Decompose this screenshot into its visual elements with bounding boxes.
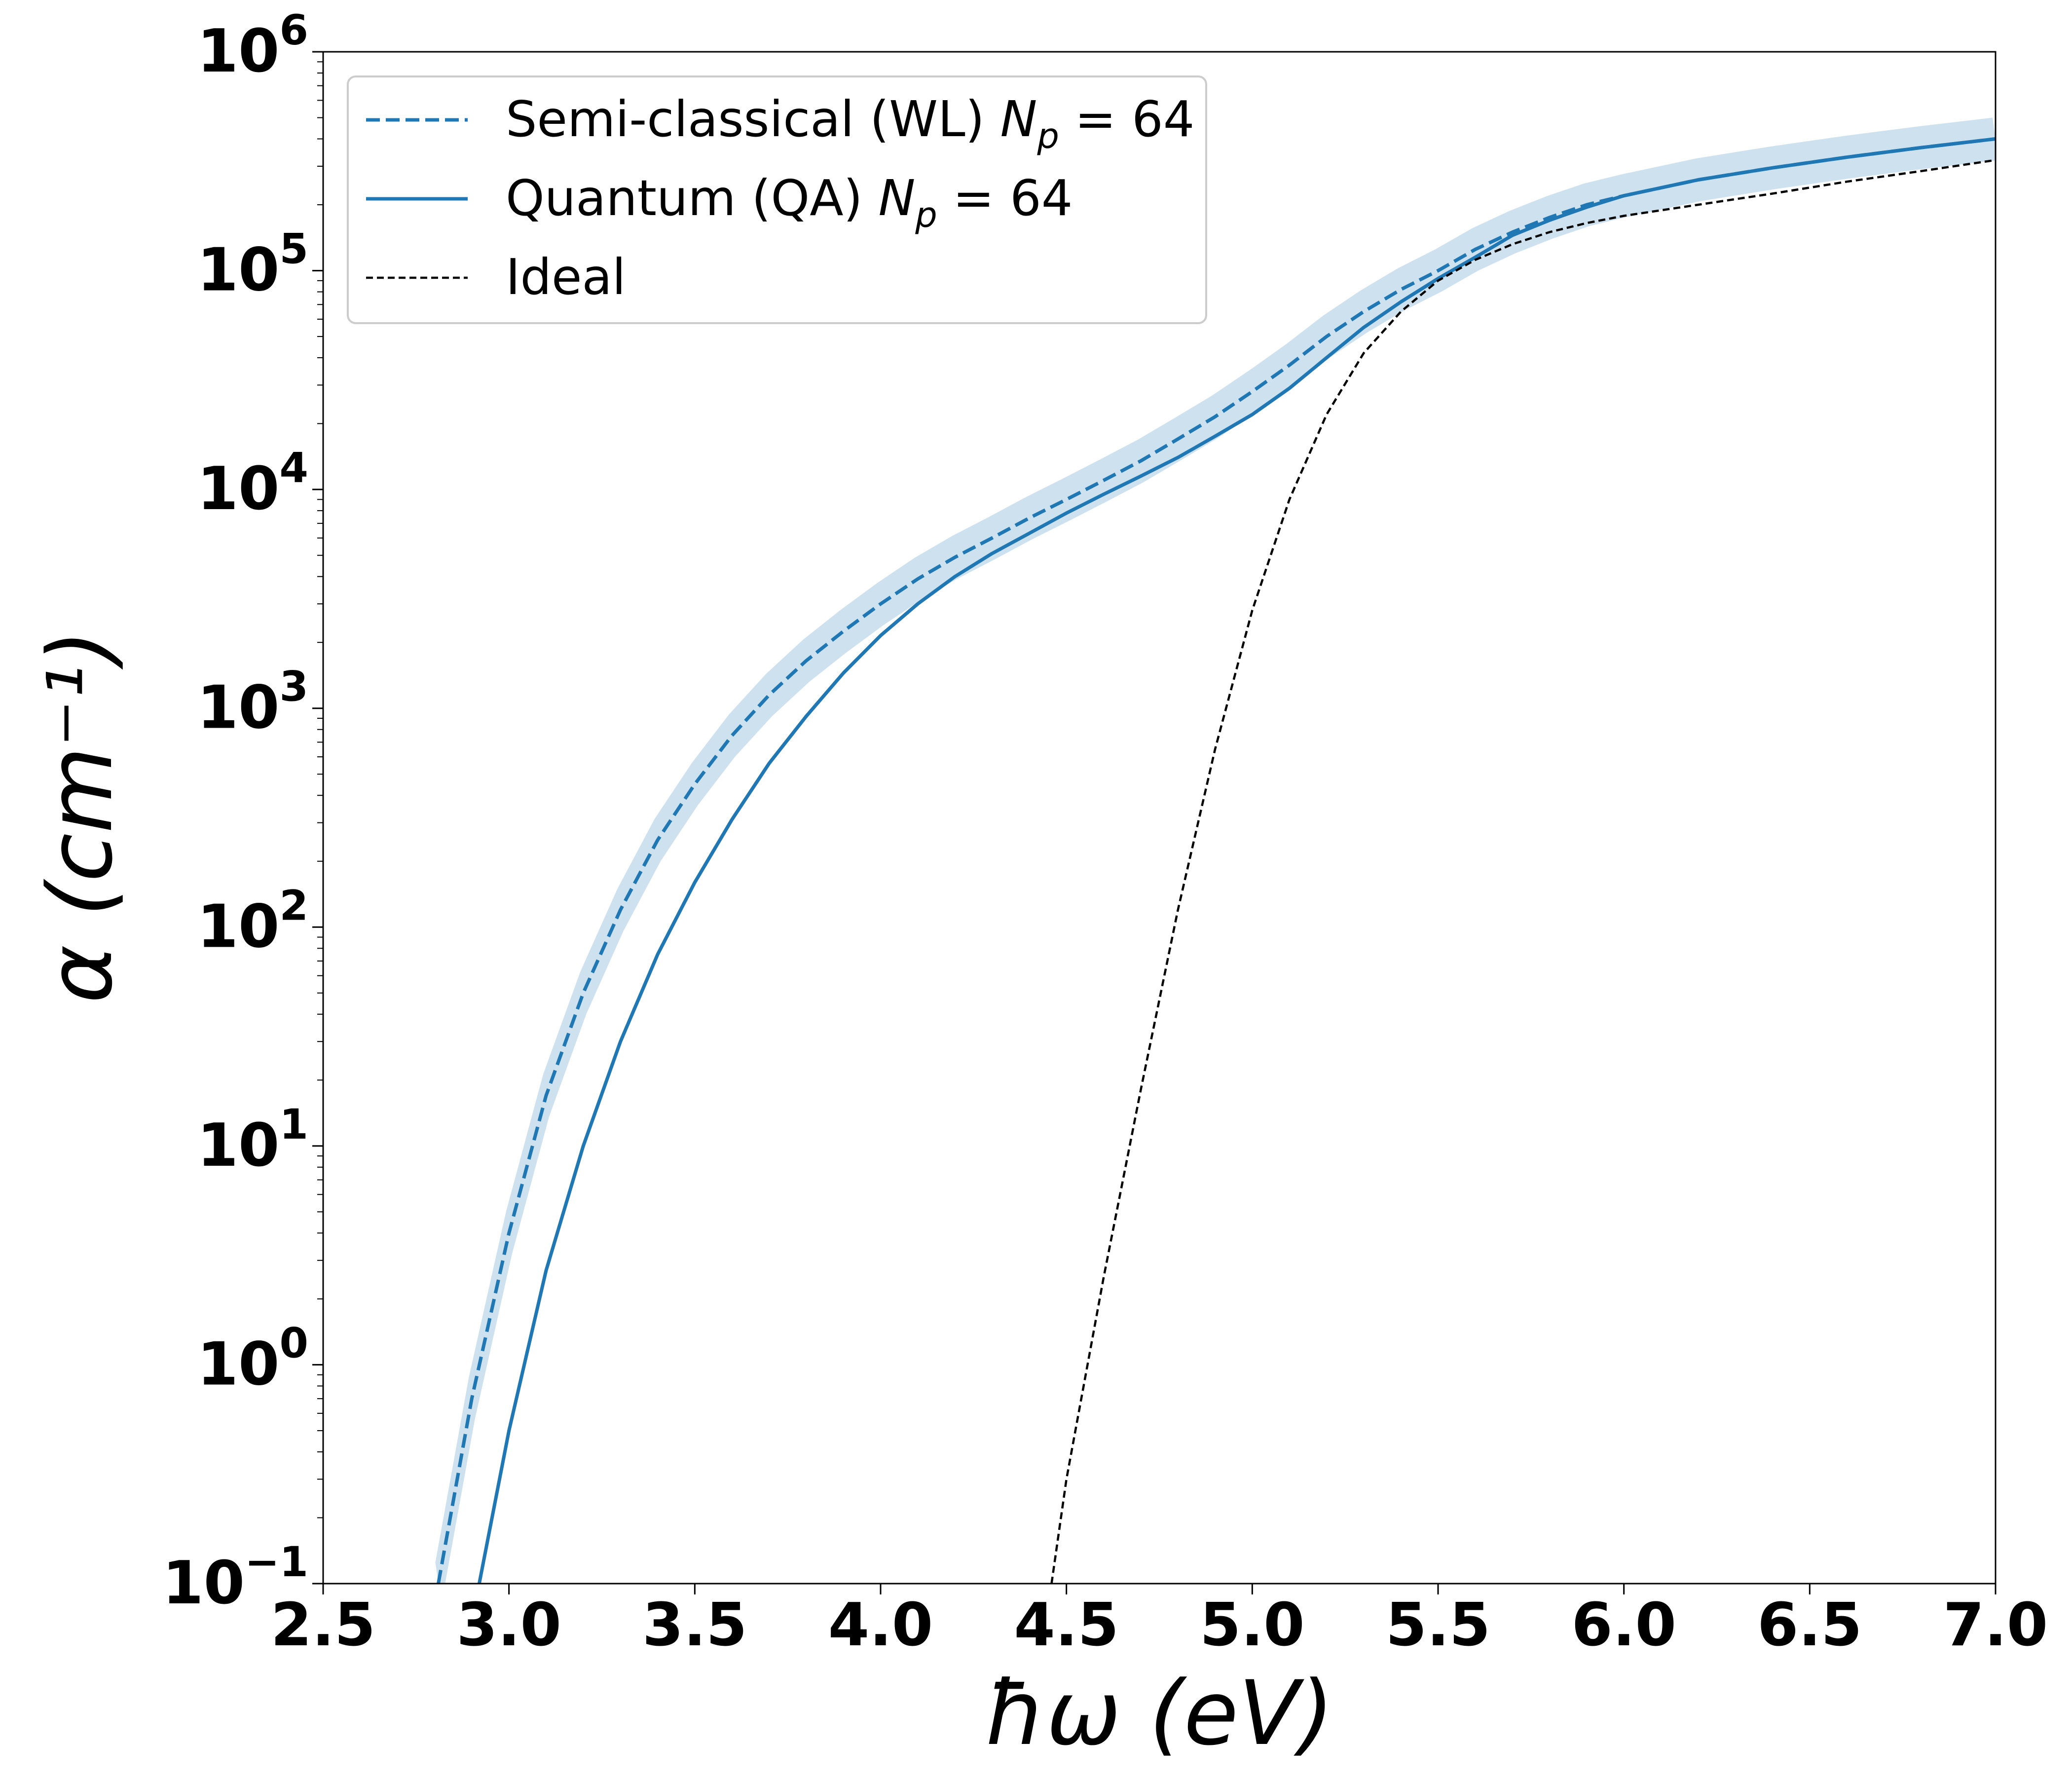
x-tick-label: 4.0 [828,1591,933,1660]
x-tick-label: 5.0 [1200,1591,1305,1660]
y-tick-exponent: 2 [280,881,308,929]
x-tick-label: 6.5 [1757,1591,1862,1660]
y-axis-label: α (cm⁻¹) [29,629,132,1003]
y-tick-label: 104 [197,444,308,523]
legend-label-subscript: p [915,195,937,235]
x-tick-label: 3.5 [642,1591,747,1660]
y-tick-exponent: −1 [245,1538,308,1586]
series-line-quantum [477,137,1996,1584]
ticks-layer: 2.5 3.0 3.5 4.0 4.5 5.0 5.5 6.0 6.5 7.010−1100101… [162,6,2048,1660]
legend-label: Semi-classical (WL) Np = 64 [506,90,1194,156]
y-tick-label: 102 [197,881,308,961]
legend-label-subscript: p [1036,116,1059,156]
series-group [435,117,1996,1584]
y-tick-base: 10 [162,1549,245,1618]
series-line-semiclassical [437,137,1996,1584]
y-tick-base: 10 [197,1111,280,1180]
legend-label-text: Semi-classical (WL) [506,90,1000,148]
legend-label-math: N [1000,90,1037,148]
x-tick-label: 6.0 [1571,1591,1676,1660]
legend-box [347,75,1207,324]
legend-label-math: N [878,169,915,227]
y-tick-base: 10 [197,674,280,742]
y-tick-label: 10−1 [162,1538,308,1618]
y-tick-exponent: 0 [280,1319,308,1367]
y-tick-label: 103 [197,663,308,742]
y-tick-exponent: 1 [280,1100,308,1148]
x-tick-label: 7.0 [1943,1591,2048,1660]
y-tick-base: 10 [197,892,280,961]
y-tick-label: 100 [197,1319,308,1399]
y-tick-base: 10 [197,1330,280,1399]
x-axis-label: ħω (eV) [985,1662,1333,1765]
y-tick-exponent: 3 [280,663,308,711]
y-tick-base: 10 [197,17,280,86]
legend-label-value: = 64 [937,169,1073,227]
legend-label-text: Quantum (QA) [506,169,878,227]
legend-label: Quantum (QA) Np = 64 [506,169,1073,235]
y-tick-label: 105 [197,225,308,305]
y-tick-exponent: 5 [280,225,308,273]
y-tick-exponent: 6 [280,6,308,54]
x-tick-label: 3.0 [456,1591,561,1660]
legend-label: Ideal [506,248,626,306]
legend-label-text: Ideal [506,248,626,306]
x-tick-label: 2.5 [271,1591,376,1660]
y-tick-label: 106 [197,6,308,86]
x-tick-label: 5.5 [1386,1591,1491,1660]
series-uncertainty-band [435,117,1996,1584]
y-tick-label: 101 [197,1100,308,1180]
legend-label-value: = 64 [1059,90,1195,148]
y-tick-base: 10 [197,455,280,523]
y-tick-exponent: 4 [280,444,308,492]
y-tick-base: 10 [197,236,280,305]
series-layer [435,117,1996,1584]
plot-frame [322,51,1997,1585]
x-tick-label: 4.5 [1014,1591,1119,1660]
